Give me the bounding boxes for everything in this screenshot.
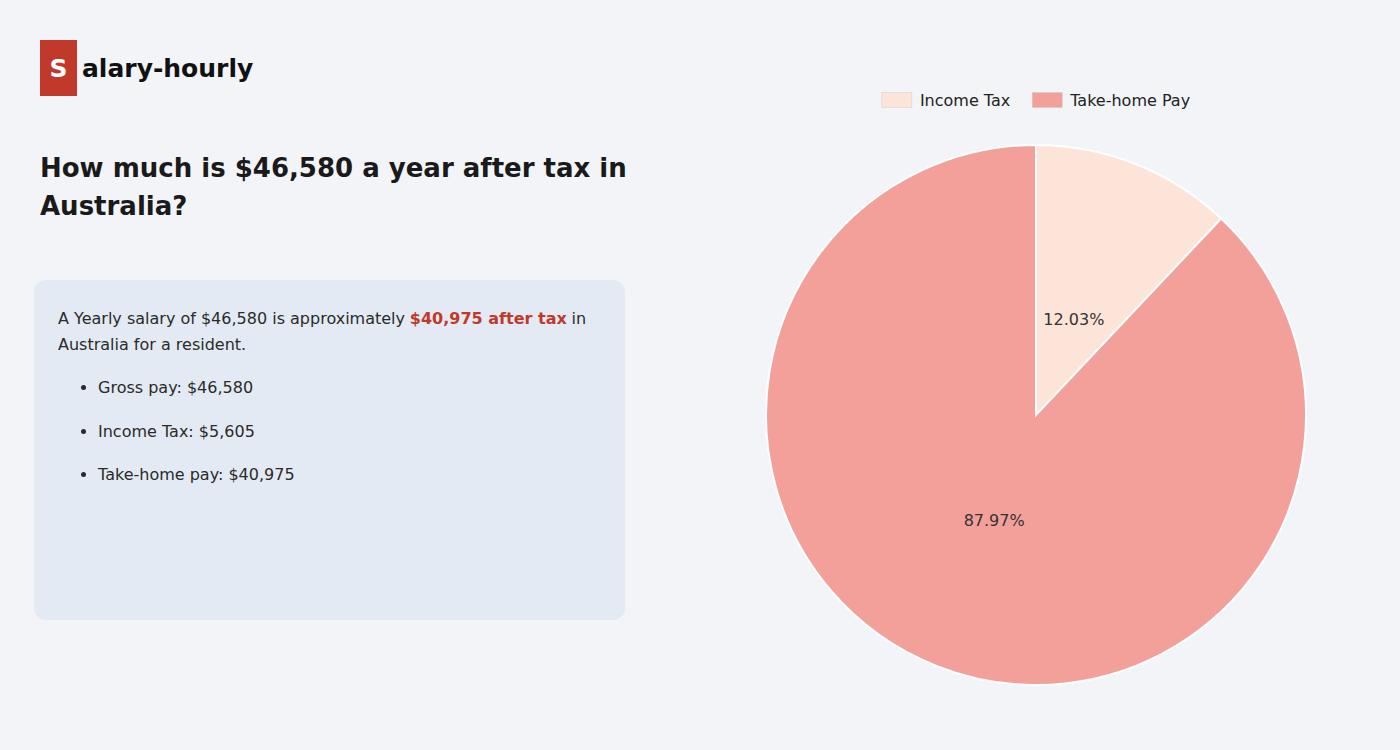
bullet-list: Gross pay: $46,580 Income Tax: $5,605 Take… bbox=[58, 375, 601, 488]
description-line: Australia for a resident. bbox=[58, 332, 601, 358]
bullet-point: Gross pay: $46,580 bbox=[98, 375, 601, 401]
description-line: A Yearly salary of $46,580 is approximat… bbox=[58, 306, 601, 332]
legend-label: Income Tax bbox=[920, 91, 1010, 110]
text-panel: Salary-hourly How much is $46,580 a year … bbox=[0, 0, 672, 750]
legend-swatch bbox=[882, 93, 912, 108]
description-highlight: $40,975 after tax bbox=[410, 309, 567, 328]
pie bbox=[766, 145, 1306, 685]
data-labels: 12.03% 87.97% bbox=[964, 310, 1105, 530]
description-text: in bbox=[572, 309, 587, 328]
info-box: A Yearly salary of $46,580 is approximat… bbox=[34, 280, 625, 620]
bullet-point: Take-home pay: $40,975 bbox=[98, 462, 601, 488]
description: A Yearly salary of $46,580 is approximat… bbox=[58, 306, 601, 357]
data-label: 12.03% bbox=[1043, 310, 1104, 329]
legend-swatch bbox=[1032, 93, 1062, 108]
legend-label: Take-home Pay bbox=[1069, 91, 1190, 110]
legend: Income Tax Take-home Pay bbox=[882, 91, 1190, 110]
description-text: A Yearly salary of $46,580 is approximat… bbox=[58, 309, 405, 328]
legend-item: Income Tax bbox=[882, 91, 1010, 110]
logo-box: S bbox=[40, 40, 77, 96]
title: How much is $46,580 a year after tax in … bbox=[40, 150, 640, 225]
data-label: 87.97% bbox=[964, 511, 1025, 530]
legend-item: Take-home Pay bbox=[1032, 91, 1190, 110]
pie-slice bbox=[766, 145, 1306, 685]
logo: Salary-hourly bbox=[40, 40, 253, 96]
bullet-point: Income Tax: $5,605 bbox=[98, 419, 601, 445]
pie-chart: 12.03% 87.97% Income Tax Take-home Pay bbox=[672, 0, 1400, 750]
brand-text: alary-hourly bbox=[82, 54, 253, 83]
